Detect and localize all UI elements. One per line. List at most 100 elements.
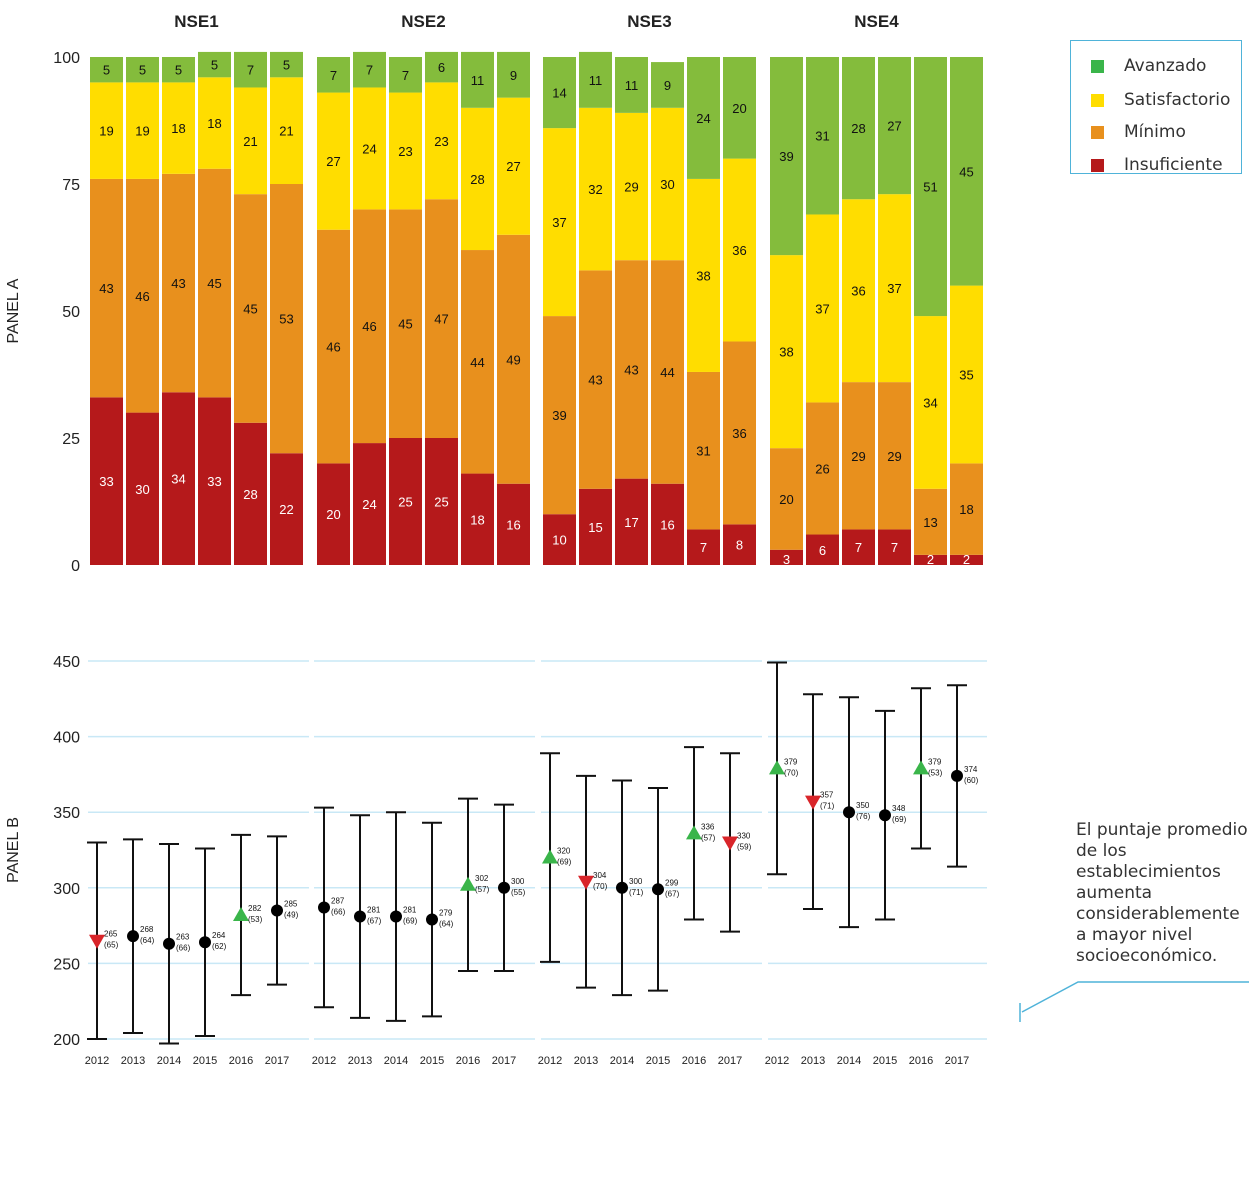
bar-value-label: 35 bbox=[959, 368, 973, 383]
bar-segment-insuficiente bbox=[126, 412, 159, 565]
mean-value-label: 300 bbox=[511, 877, 525, 886]
bar-value-label: 7 bbox=[247, 63, 254, 78]
mean-value-label: 357 bbox=[820, 791, 834, 800]
bar-segment-insuficiente bbox=[162, 392, 195, 565]
mean-marker-up bbox=[233, 907, 249, 922]
x-tick-label: 2017 bbox=[945, 1055, 969, 1067]
panel-b-ytick-label: 250 bbox=[53, 956, 80, 973]
bar-value-label: 18 bbox=[171, 121, 185, 136]
annotation-text: El puntaje promedio de los establecimien… bbox=[1076, 820, 1248, 966]
bar-value-label: 15 bbox=[588, 520, 602, 535]
legend-item-insuficiente: Insuficiente bbox=[1091, 154, 1223, 176]
x-tick-label: 2016 bbox=[909, 1055, 933, 1067]
bar-value-label: 25 bbox=[434, 495, 448, 510]
bar-value-label: 44 bbox=[660, 365, 674, 380]
sd-value-label: (57) bbox=[701, 833, 716, 842]
bar-value-label: 27 bbox=[887, 119, 901, 134]
bar-segment-avanzado bbox=[687, 57, 720, 179]
mean-marker-down bbox=[578, 875, 594, 890]
bar-segment-satisfactorio bbox=[878, 194, 911, 383]
bar-segment-avanzado bbox=[162, 57, 195, 83]
bar-value-label: 11 bbox=[589, 73, 603, 88]
bar-value-label: 45 bbox=[243, 301, 257, 316]
bar-segment-avanzado bbox=[615, 57, 648, 113]
bar-value-label: 18 bbox=[470, 512, 484, 527]
mean-value-label: 281 bbox=[367, 906, 381, 915]
sd-value-label: (69) bbox=[892, 815, 907, 824]
bar-segment-minimo bbox=[90, 178, 123, 398]
bar-value-label: 33 bbox=[99, 474, 113, 489]
bar-segment-insuficiente bbox=[950, 554, 983, 565]
x-tick-label: 2017 bbox=[265, 1055, 289, 1067]
bar-value-label: 14 bbox=[552, 86, 566, 101]
bar-value-label: 11 bbox=[625, 78, 639, 93]
bar-segment-avanzado bbox=[461, 51, 494, 108]
panel-b-ytick-label: 400 bbox=[53, 730, 80, 747]
bar-segment-minimo bbox=[723, 341, 756, 525]
mean-value-label: 285 bbox=[284, 899, 298, 908]
bar-segment-insuficiente bbox=[842, 529, 875, 565]
x-tick-label: 2014 bbox=[610, 1055, 634, 1067]
panel-b-ytick-label: 200 bbox=[53, 1032, 80, 1049]
bar-segment-insuficiente bbox=[461, 473, 494, 565]
mean-value-label: 374 bbox=[964, 765, 978, 774]
x-tick-label: 2017 bbox=[718, 1055, 742, 1067]
bar-segment-avanzado bbox=[90, 57, 123, 83]
panel-b-label: PANEL B bbox=[5, 817, 22, 883]
bar-segment-avanzado bbox=[543, 57, 576, 129]
panel-b-ytick-label: 450 bbox=[53, 654, 80, 671]
bar-segment-insuficiente bbox=[543, 514, 576, 565]
bar-value-label: 27 bbox=[326, 154, 340, 169]
mean-value-label: 350 bbox=[856, 801, 870, 810]
bar-segment-avanzado bbox=[353, 51, 386, 88]
x-tick-label: 2015 bbox=[420, 1055, 444, 1067]
bar-segment-satisfactorio bbox=[317, 92, 350, 230]
bar-value-label: 29 bbox=[887, 449, 901, 464]
legend-label-satisfactorio: Satisfactorio bbox=[1124, 90, 1231, 110]
x-tick-label: 2013 bbox=[121, 1055, 145, 1067]
panel-b-ytick-label: 350 bbox=[53, 805, 80, 822]
mean-marker-up bbox=[460, 876, 476, 891]
bar-segment-minimo bbox=[198, 168, 231, 398]
bar-segment-satisfactorio bbox=[842, 199, 875, 383]
bar-segment-minimo bbox=[162, 173, 195, 393]
sd-value-label: (67) bbox=[367, 917, 382, 926]
bar-segment-minimo bbox=[317, 229, 350, 464]
mean-marker bbox=[498, 881, 510, 894]
bar-value-label: 36 bbox=[851, 284, 865, 299]
bar-segment-insuficiente bbox=[687, 529, 720, 565]
bar-segment-avanzado bbox=[497, 51, 530, 98]
x-tick-label: 2012 bbox=[85, 1055, 109, 1067]
bar-value-label: 28 bbox=[243, 487, 257, 502]
bar-value-label: 37 bbox=[552, 215, 566, 230]
bar-value-label: 5 bbox=[103, 63, 110, 78]
mean-value-label: 320 bbox=[557, 847, 571, 856]
x-tick-label: 2015 bbox=[193, 1055, 217, 1067]
panel-a-label: PANEL A bbox=[5, 278, 22, 343]
bar-segment-insuficiente bbox=[651, 483, 684, 565]
group-title-nse3: NSE3 bbox=[627, 12, 671, 31]
mean-marker-down bbox=[722, 836, 738, 851]
bar-segment-insuficiente bbox=[425, 438, 458, 565]
mean-marker-up bbox=[542, 849, 558, 864]
bar-value-label: 21 bbox=[243, 134, 257, 149]
bar-value-label: 2 bbox=[963, 552, 970, 567]
bar-value-label: 16 bbox=[506, 517, 520, 532]
sd-value-label: (64) bbox=[439, 920, 454, 929]
sd-value-label: (57) bbox=[475, 885, 490, 894]
bar-value-label: 36 bbox=[732, 426, 746, 441]
bar-segment-minimo bbox=[126, 178, 159, 413]
bar-segment-insuficiente bbox=[270, 453, 303, 565]
bar-segment-insuficiente bbox=[579, 488, 612, 565]
sd-value-label: (64) bbox=[140, 936, 155, 945]
bar-segment-satisfactorio bbox=[162, 82, 195, 174]
sd-value-label: (70) bbox=[593, 882, 608, 891]
bar-value-label: 5 bbox=[211, 58, 218, 73]
bar-segment-satisfactorio bbox=[198, 77, 231, 169]
bar-value-label: 7 bbox=[855, 540, 862, 555]
annotation-pointer bbox=[1021, 981, 1249, 1013]
sd-value-label: (71) bbox=[629, 888, 644, 897]
legend-label-avanzado: Avanzado bbox=[1124, 56, 1207, 76]
mean-value-label: 279 bbox=[439, 909, 453, 918]
bar-value-label: 19 bbox=[135, 124, 149, 139]
